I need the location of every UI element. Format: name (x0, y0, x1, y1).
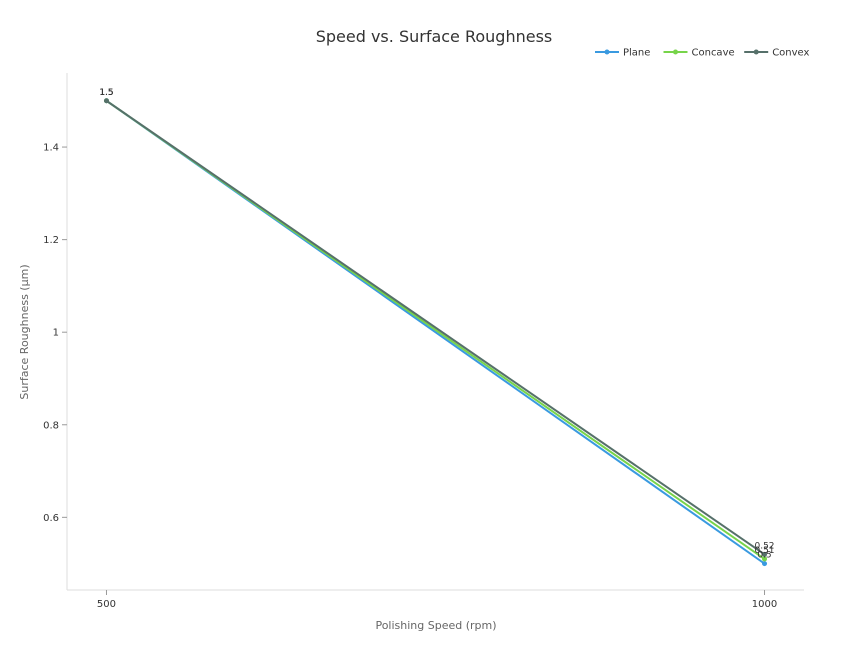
data-point-concave (762, 556, 768, 562)
data-label-concave: 0.51 (754, 546, 774, 556)
data-point-convex (103, 98, 109, 104)
legend-label: Plane (623, 48, 650, 59)
y-tick-label: 0.8 (43, 420, 59, 431)
chart-title: Speed vs. Surface Roughness (316, 27, 553, 46)
legend-item-concave[interactable]: Concave (663, 48, 735, 59)
data-point-convex (762, 551, 768, 557)
x-tick-label: 500 (97, 599, 116, 610)
data-label-plane: 0.5 (757, 551, 771, 561)
x-axis-label: Polishing Speed (rpm) (375, 619, 496, 632)
y-tick-label: 0.6 (43, 513, 59, 524)
series-line-convex (105, 99, 766, 556)
legend: Plane Concave Convex (595, 48, 810, 59)
data-point-plane (762, 561, 768, 567)
y-axis-ticks: 0.6 0.8 1 1.2 1.4 (43, 143, 67, 524)
x-axis-ticks: 500 1000 (97, 590, 777, 610)
series-lines (103, 98, 768, 567)
legend-label: Convex (772, 48, 809, 59)
y-axis-label: Surface Roughness (μm) (18, 264, 31, 399)
legend-marker (604, 49, 610, 55)
data-label-plane: 1.5 (99, 88, 113, 98)
x-tick-label: 1000 (752, 599, 777, 610)
y-tick-label: 1 (53, 328, 59, 339)
y-tick-label: 1.4 (43, 143, 59, 154)
data-label-convex: 0.52 (754, 541, 774, 551)
legend-marker (673, 49, 678, 55)
legend-item-convex[interactable]: Convex (744, 48, 810, 59)
data-labels: 1.50.51.50.511.50.52 (99, 88, 774, 561)
data-label-convex: 1.5 (99, 88, 113, 98)
legend-marker (753, 49, 759, 55)
legend-label: Concave (692, 48, 735, 59)
data-label-concave: 1.5 (99, 88, 113, 98)
legend-item-plane[interactable]: Plane (595, 48, 650, 59)
y-tick-label: 1.2 (43, 235, 59, 246)
